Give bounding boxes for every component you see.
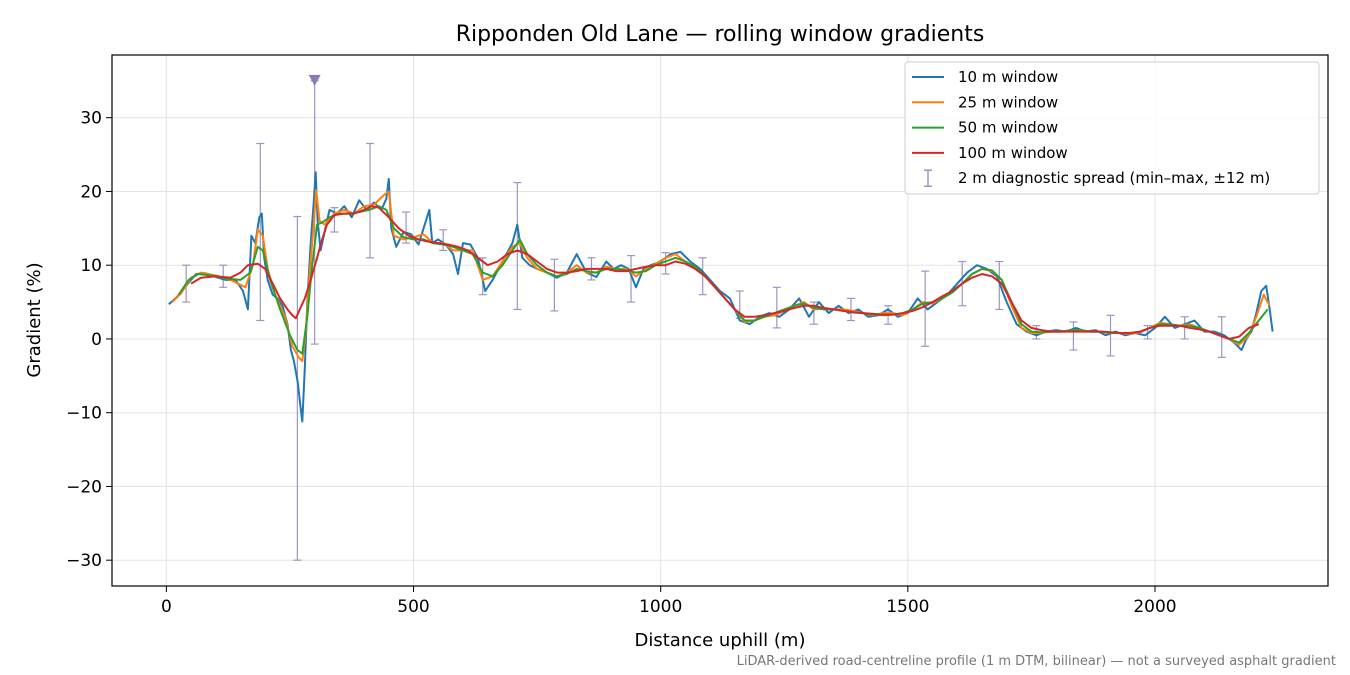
legend-label: 50 m window [958, 119, 1058, 137]
y-tick-label: −10 [66, 404, 102, 424]
spread-errorbar [366, 142, 375, 259]
spread-errorbar [439, 229, 448, 252]
spread-errorbar [772, 286, 781, 329]
spread-errorbar [1069, 321, 1078, 351]
spread-errorbar [1180, 316, 1189, 340]
x-axis-ticks: 0 500 1000 1500 2000 [161, 586, 1177, 617]
legend-entry: 50 m window [912, 119, 1058, 137]
spread-errorbar [293, 215, 302, 561]
y-tick-label: −30 [66, 551, 102, 571]
x-axis-label: Distance uphill (m) [635, 630, 806, 651]
legend-label: 2 m diagnostic spread (min–max, ±12 m) [958, 169, 1270, 187]
y-tick-label: 10 [80, 256, 102, 276]
chart-title: Ripponden Old Lane — rolling window grad… [456, 22, 985, 47]
down-triangle-marker [308, 74, 321, 86]
x-tick-label: 2000 [1133, 597, 1176, 617]
plot-frame [111, 54, 1329, 587]
spread-errorbar [550, 258, 559, 312]
series-line-10m [168, 171, 1274, 423]
legend-entry: 10 m window [912, 68, 1058, 86]
spread-errorbar [661, 252, 670, 275]
legend-box [904, 61, 1320, 195]
legend-entry: 25 m window [912, 93, 1058, 111]
peak-marker [308, 74, 321, 86]
spread-errorbar [846, 297, 855, 322]
legend-label: 100 m window [958, 144, 1068, 162]
spread-errorbar [698, 257, 707, 296]
spread-errorbar [513, 181, 522, 311]
series-line-100m [190, 205, 1260, 340]
legend: 10 m window 25 m window 50 m window 100 m w… [904, 61, 1320, 195]
x-tick-label: 1500 [886, 597, 929, 617]
x-tick-label: 1000 [639, 597, 682, 617]
spread-errorbar [921, 270, 930, 347]
y-axis-ticks: −30 −20 −10 0 10 20 30 [66, 109, 112, 571]
legend-label: 25 m window [958, 93, 1058, 111]
legend-label: 10 m window [958, 68, 1058, 86]
footnote: LiDAR-derived road-centreline profile (1… [737, 654, 1336, 669]
y-axis-label: Gradient (%) [24, 262, 45, 377]
series-lines [168, 171, 1274, 423]
y-tick-label: 20 [80, 182, 102, 202]
y-tick-label: 0 [91, 330, 102, 350]
x-tick-label: 0 [161, 597, 172, 617]
y-tick-label: 30 [80, 109, 102, 129]
legend-entry: 2 m diagnostic spread (min–max, ±12 m) [924, 169, 1270, 187]
y-tick-label: −20 [66, 477, 102, 497]
legend-entry: 100 m window [912, 144, 1068, 162]
spread-errorbar [1106, 314, 1115, 357]
spread-errorbar [627, 255, 636, 303]
x-tick-label: 500 [397, 597, 429, 617]
